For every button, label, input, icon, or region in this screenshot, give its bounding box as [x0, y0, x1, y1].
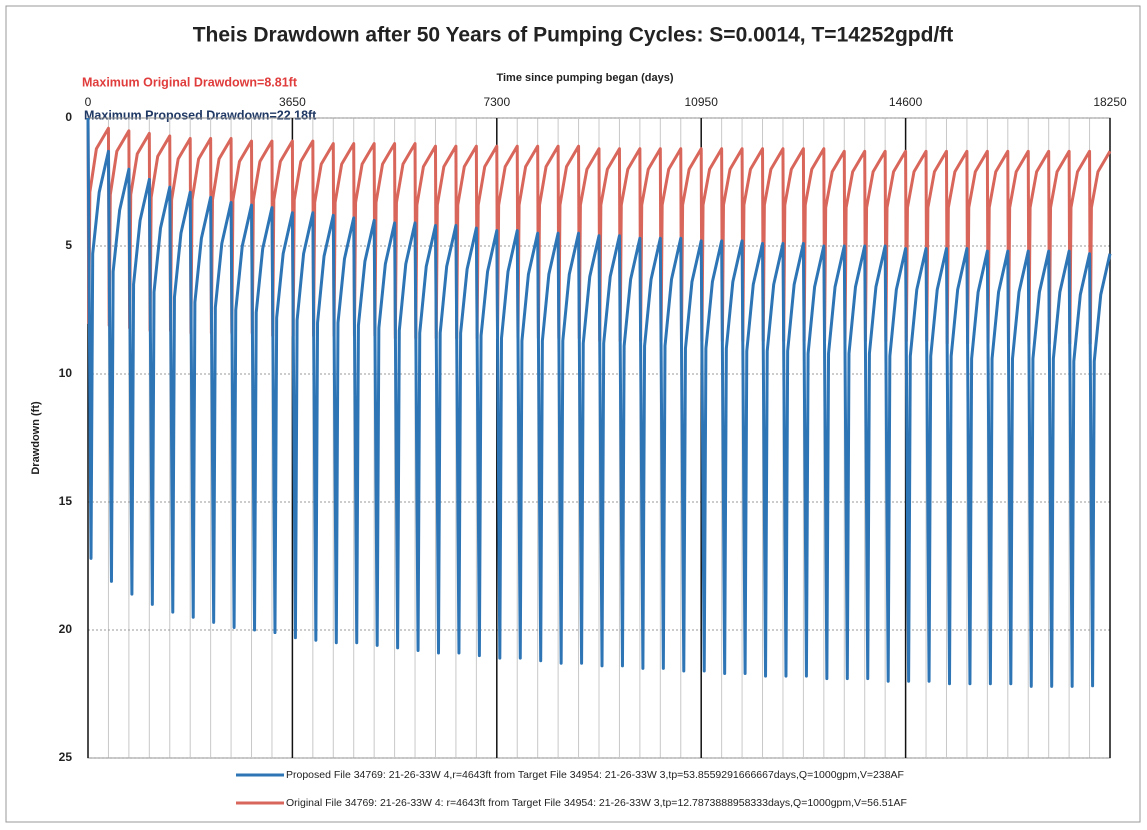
annotation: Maximum Proposed Drawdown=22.18ft: [84, 108, 317, 122]
x-tick-label: 7300: [483, 95, 510, 109]
y-tick-label: 25: [59, 750, 73, 764]
chart-title: Theis Drawdown after 50 Years of Pumping…: [193, 24, 954, 47]
x-tick-label: 18250: [1093, 95, 1127, 109]
x-tick-label: 3650: [279, 95, 306, 109]
x-tick-label: 0: [85, 95, 92, 109]
x-axis-label: Time since pumping began (days): [496, 72, 673, 84]
x-tick-label: 14600: [889, 95, 923, 109]
x-tick-label: 10950: [685, 95, 719, 109]
legend-label: Original File 34769: 21-26-33W 4: r=4643…: [286, 797, 907, 809]
y-tick-label: 5: [65, 238, 72, 252]
y-tick-label: 0: [65, 110, 72, 124]
series-line: [86, 117, 1112, 688]
legend-label: Proposed File 34769: 21-26-33W 4,r=4643f…: [286, 769, 904, 781]
y-axis-label: Drawdown (ft): [30, 401, 42, 475]
annotation: Maximum Original Drawdown=8.81ft: [82, 75, 298, 89]
y-tick-label: 10: [59, 366, 73, 380]
y-tick-label: 15: [59, 494, 73, 508]
y-tick-label: 20: [59, 622, 73, 636]
